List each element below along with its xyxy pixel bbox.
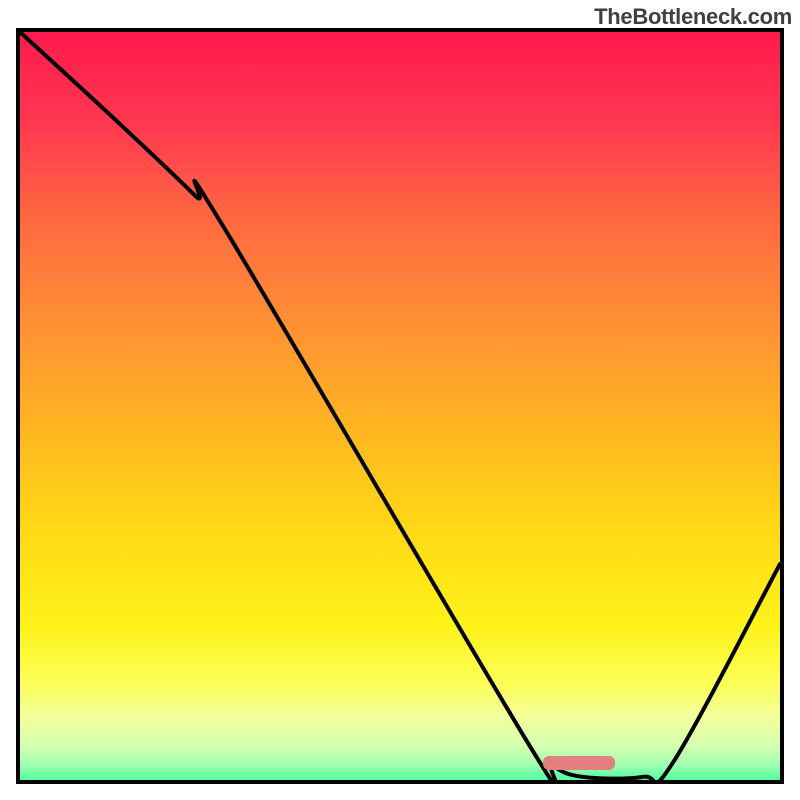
bottleneck-chart — [16, 28, 784, 784]
attribution-text: TheBottleneck.com — [594, 4, 792, 30]
curve-layer — [20, 32, 780, 784]
bottleneck-curve — [20, 32, 780, 784]
optimal-zone-marker — [543, 756, 615, 769]
